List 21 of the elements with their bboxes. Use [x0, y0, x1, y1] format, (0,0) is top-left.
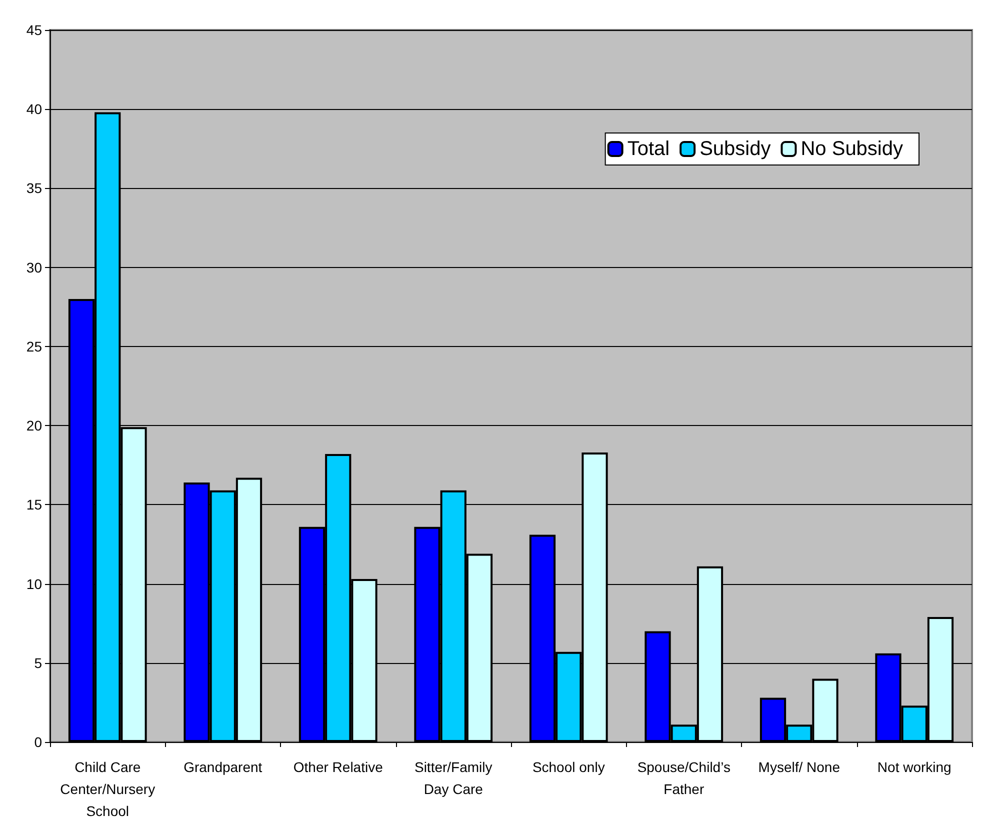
y-tick-label: 40: [26, 101, 42, 118]
x-tick-label: Sitter/Family Day Care: [414, 759, 492, 797]
legend-label: Total: [627, 138, 670, 160]
y-tick-label: 35: [26, 180, 42, 196]
y-tick-label: 45: [26, 22, 42, 38]
x-tick-label: Other Relative: [293, 759, 384, 775]
y-tick-label: 0: [34, 734, 42, 750]
x-tick-label: Myself/ None: [758, 759, 840, 775]
legend-label: Subsidy: [700, 138, 771, 160]
y-tick-label: 20: [26, 418, 42, 434]
y-tick-label: 5: [34, 654, 42, 671]
y-tick-label: 25: [26, 338, 42, 354]
x-tick-label: Grandparent: [184, 759, 262, 775]
y-tick-label: 10: [26, 576, 42, 592]
x-tick-label: Not working: [877, 759, 952, 775]
legend-label: No Subsidy: [800, 138, 904, 160]
y-tick-label: 30: [26, 259, 42, 276]
x-tick-label: Child Care Center/Nursery School: [60, 759, 156, 819]
y-tick-label: 15: [26, 496, 42, 513]
x-tick-label: School only: [532, 759, 605, 775]
x-tick-label: Spouse/Child’s Father: [637, 759, 730, 797]
